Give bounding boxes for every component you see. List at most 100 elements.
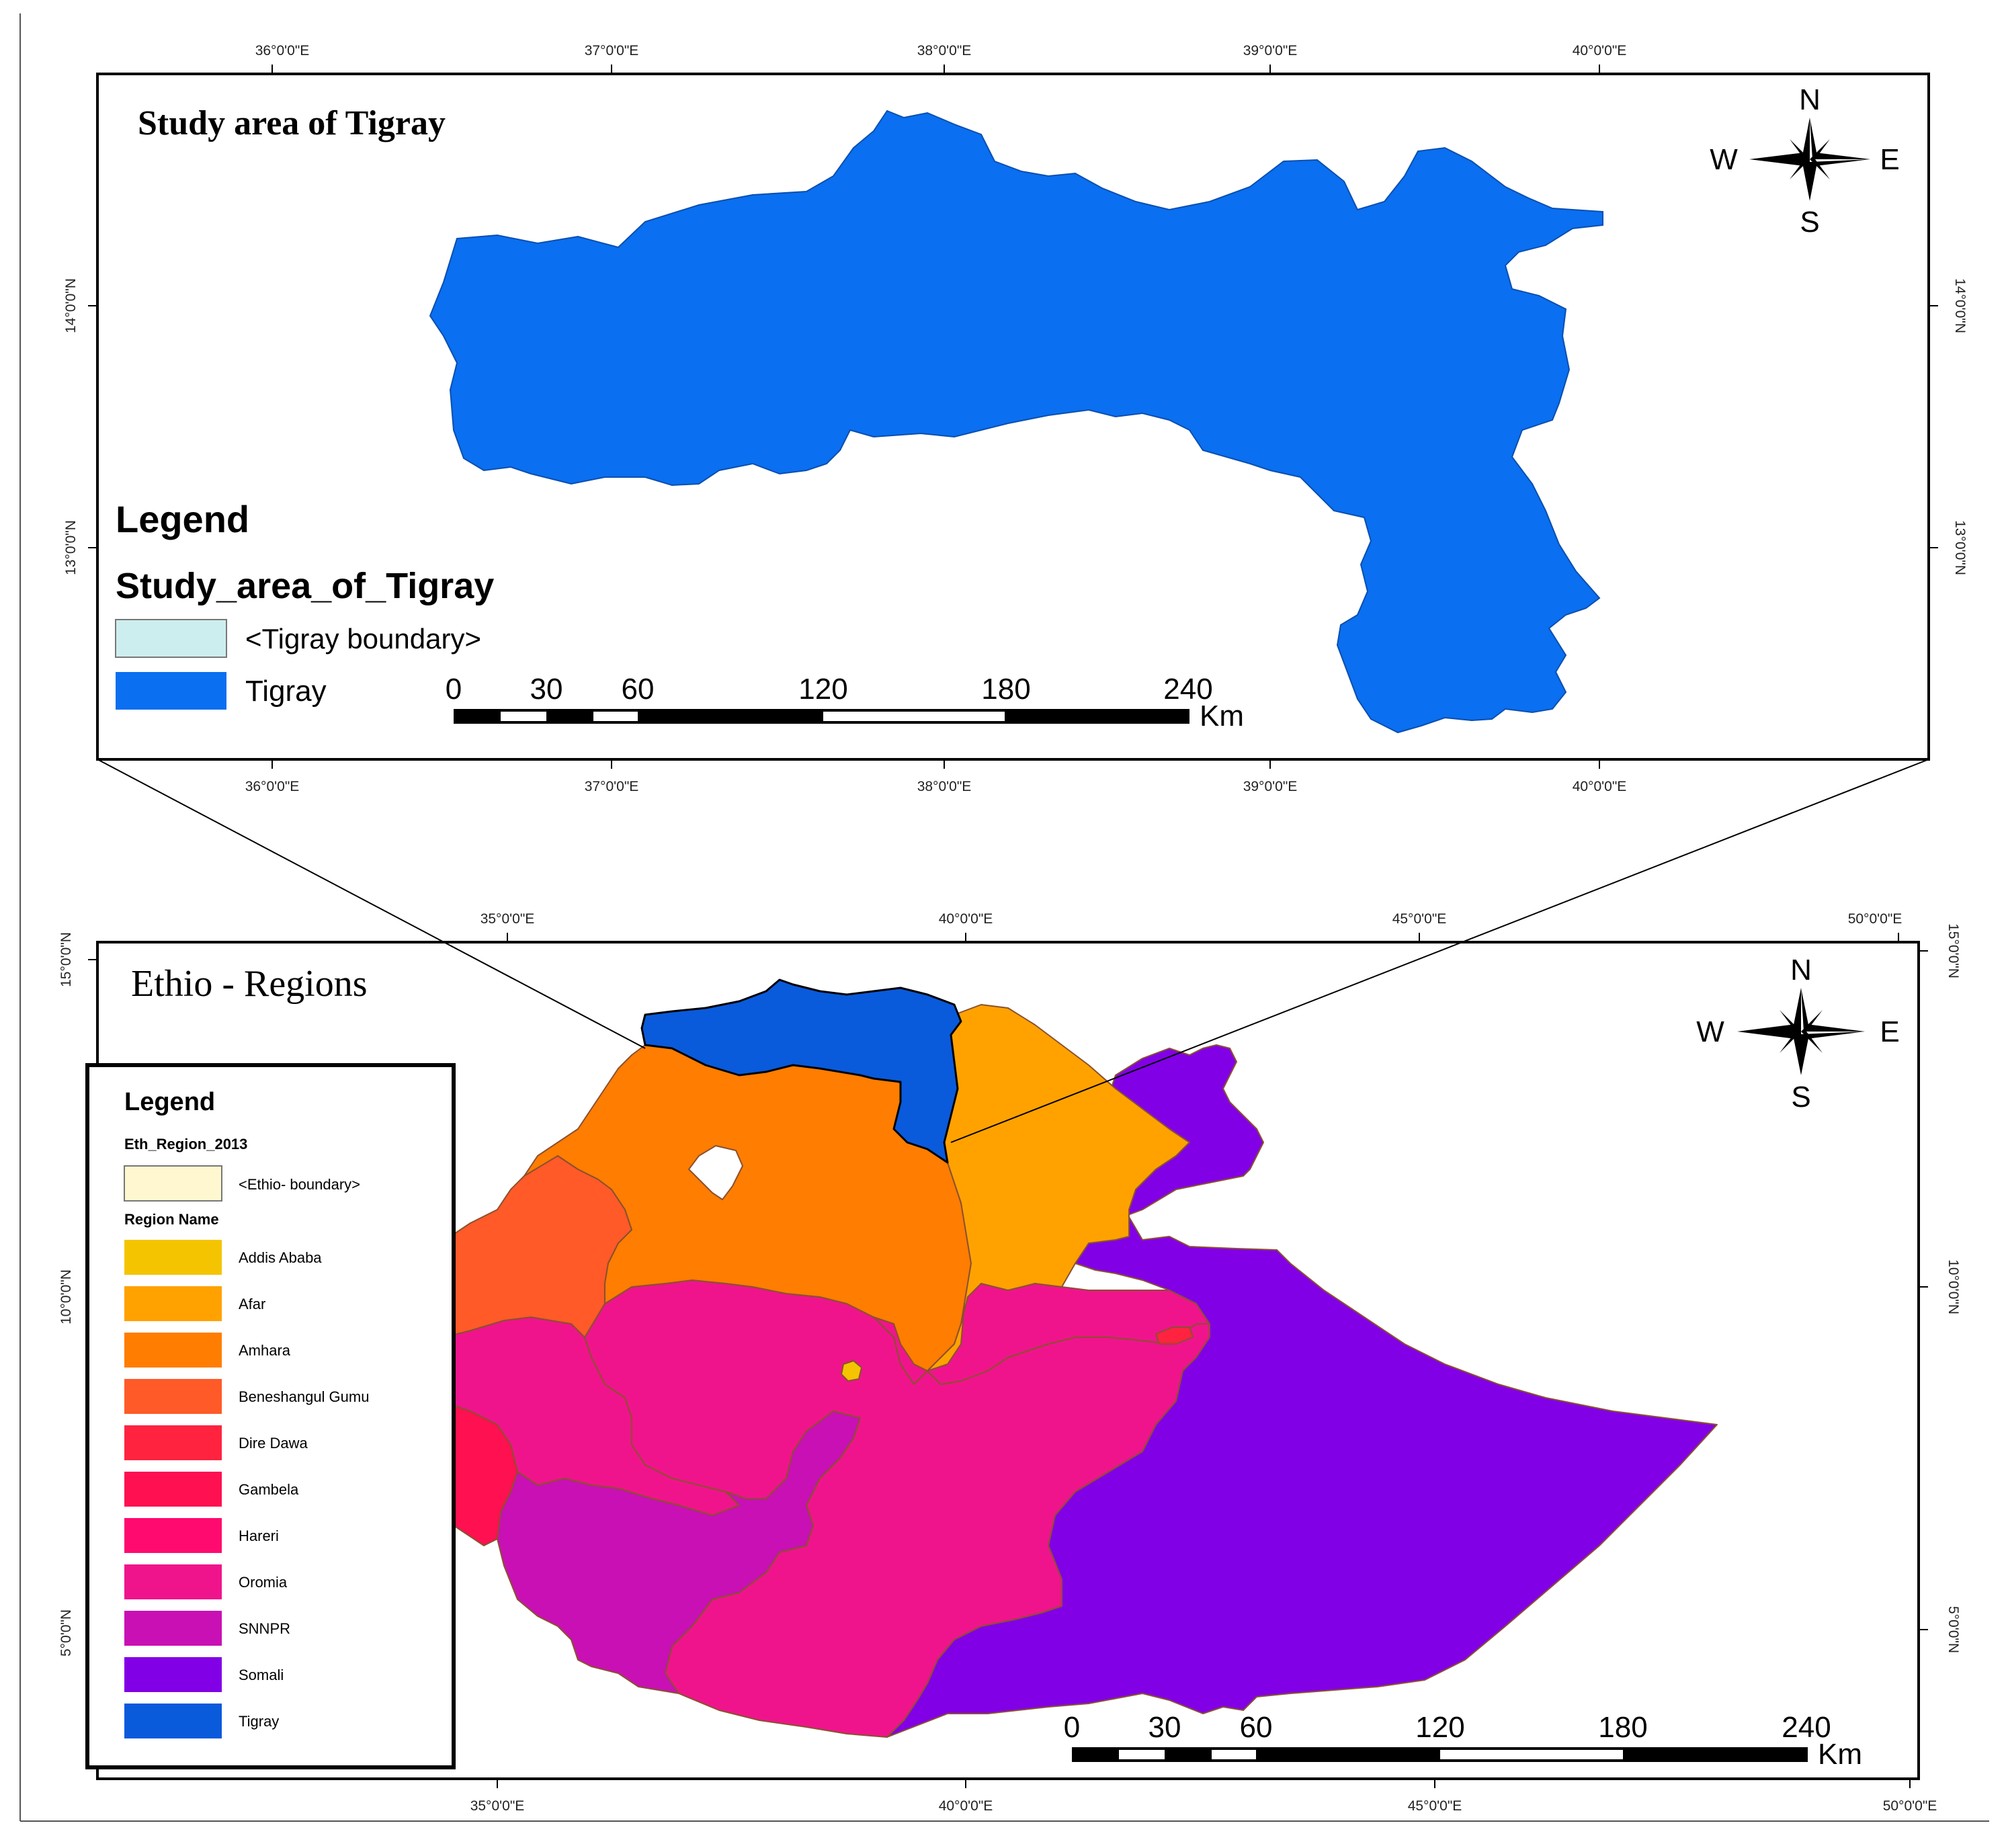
- bottom-legend-title: Legend: [124, 1088, 215, 1116]
- top-tick-top-2: 38°0'0"E: [917, 43, 972, 58]
- top-legend-label-tigray: Tigray: [245, 675, 327, 708]
- top-scale-bar: [454, 709, 1189, 724]
- top-scale-label-1: 30: [530, 673, 563, 706]
- legend-swatch-amhara: [124, 1333, 222, 1368]
- lake-tana: [688, 1145, 743, 1200]
- bottom-tick-left-0: 15°0'0"N: [58, 932, 74, 987]
- legend-label-beneshangul-gumu: Beneshangul Gumu: [239, 1388, 369, 1405]
- legend-label-tigray: Tigray: [239, 1713, 279, 1730]
- legend-swatch-somali: [124, 1657, 222, 1692]
- top-tick-left-0: 14°0'0"N: [63, 278, 79, 333]
- inset-leader-right: [950, 759, 1929, 1143]
- top-tick-top-3: 39°0'0"E: [1243, 43, 1298, 58]
- bottom-legend-label-boundary: <Ethio- boundary>: [239, 1176, 360, 1193]
- legend-swatch-gambela: [124, 1472, 222, 1507]
- bottom-tick-top-0: 35°0'0"E: [480, 911, 535, 927]
- top-scale-label-0: 0: [446, 673, 462, 706]
- bottom-tick-top-2: 45°0'0"E: [1392, 911, 1447, 927]
- bottom-legend-items: Addis Ababa Afar Amhara Beneshangul Gumu Dir…: [124, 1240, 369, 1738]
- top-tick-bottom-2: 38°0'0"E: [917, 779, 972, 794]
- top-scale-label-3: 120: [798, 673, 847, 706]
- top-tick-left-1: 13°0'0"N: [63, 520, 79, 575]
- top-compass-w: W: [1710, 143, 1738, 176]
- bottom-tick-right-1: 10°0'0"N: [1946, 1259, 1961, 1314]
- bottom-legend-swatch-boundary: [124, 1165, 222, 1202]
- legend-label-amhara: Amhara: [239, 1342, 291, 1359]
- top-legend-swatch-boundary: [115, 619, 227, 658]
- bottom-compass-s: S: [1791, 1081, 1810, 1114]
- legend-swatch-beneshangul-gumu: [124, 1379, 222, 1414]
- top-scale-label-4: 180: [981, 673, 1030, 706]
- top-scale-unit: Km: [1200, 700, 1244, 732]
- top-scale-label-5: 240: [1163, 673, 1212, 706]
- bottom-tick-top-3: 50°0'0"E: [1848, 911, 1903, 927]
- bottom-scale-bar: [1072, 1747, 1808, 1762]
- top-tick-bottom-4: 40°0'0"E: [1573, 779, 1627, 794]
- region-snnpr: [497, 1411, 861, 1694]
- bottom-scale-label-4: 180: [1598, 1711, 1647, 1744]
- bottom-tick-left-2: 5°0'0"N: [58, 1609, 74, 1656]
- top-compass-e: E: [1880, 143, 1899, 176]
- legend-swatch-tigray: [124, 1704, 222, 1738]
- bottom-scale-unit: Km: [1818, 1738, 1862, 1771]
- legend-label-addis-ababa: Addis Ababa: [239, 1249, 322, 1266]
- bottom-map-title: Ethio - Regions: [131, 963, 368, 1005]
- region-dire-dawa: [1155, 1327, 1194, 1345]
- region-tigray: [640, 978, 962, 1164]
- bottom-tick-bottom-3: 50°0'0"E: [1883, 1798, 1937, 1814]
- bottom-tick-bottom-1: 40°0'0"E: [939, 1798, 993, 1814]
- bottom-tick-left-1: 10°0'0"N: [58, 1269, 74, 1325]
- bottom-scale-label-0: 0: [1064, 1711, 1080, 1744]
- top-map-title: Study area of Tigray: [138, 104, 446, 142]
- ethiopia-regions: [315, 978, 1718, 1738]
- top-tick-right-1: 13°0'0"N: [1952, 520, 1968, 575]
- legend-label-afar: Afar: [239, 1296, 265, 1312]
- top-legend-title: Legend: [116, 498, 249, 540]
- top-scale-label-2: 60: [622, 673, 655, 706]
- legend-swatch-snnpr: [124, 1611, 222, 1646]
- bottom-scale-label-5: 240: [1782, 1711, 1831, 1744]
- legend-label-oromia: Oromia: [239, 1574, 288, 1591]
- legend-label-dire-dawa: Dire Dawa: [239, 1435, 308, 1452]
- top-compass-s: S: [1800, 206, 1819, 239]
- top-compass-icon: [1749, 118, 1870, 201]
- bottom-compass-icon: [1737, 988, 1865, 1075]
- region-afar: [927, 1004, 1190, 1372]
- bottom-legend-field: Region Name: [124, 1211, 219, 1228]
- bottom-scale-label-1: 30: [1148, 1711, 1181, 1744]
- bottom-tick-bottom-2: 45°0'0"E: [1408, 1798, 1462, 1814]
- top-tick-top-4: 40°0'0"E: [1573, 43, 1627, 58]
- tigray-region-enlarged: [429, 110, 1603, 734]
- legend-swatch-afar: [124, 1286, 222, 1321]
- top-tick-bottom-3: 39°0'0"E: [1243, 779, 1298, 794]
- top-legend-label-boundary: <Tigray boundary>: [245, 623, 481, 655]
- top-tick-right-0: 14°0'0"N: [1952, 278, 1968, 333]
- bottom-tick-bottom-0: 35°0'0"E: [470, 1798, 525, 1814]
- bottom-tick-right-0: 15°0'0"N: [1946, 923, 1961, 978]
- region-addis-ababa: [841, 1360, 862, 1382]
- bottom-compass-e: E: [1880, 1015, 1899, 1048]
- legend-swatch-oromia: [124, 1564, 222, 1599]
- top-compass-n: N: [1799, 83, 1821, 116]
- top-tick-bottom-0: 36°0'0"E: [245, 779, 300, 794]
- bottom-scale-label-3: 120: [1415, 1711, 1464, 1744]
- legend-label-gambela: Gambela: [239, 1481, 299, 1498]
- bottom-compass-w: W: [1696, 1015, 1724, 1048]
- bottom-legend-layer: Eth_Region_2013: [124, 1136, 247, 1152]
- bottom-tick-top-1: 40°0'0"E: [939, 911, 993, 927]
- legend-label-hareri: Hareri: [239, 1527, 279, 1544]
- inset-leader-left: [97, 759, 646, 1049]
- top-tick-top-0: 36°0'0"E: [255, 43, 310, 58]
- bottom-scale-label-2: 60: [1240, 1711, 1273, 1744]
- top-tick-top-1: 37°0'0"E: [585, 43, 639, 58]
- legend-label-snnpr: SNNPR: [239, 1620, 290, 1637]
- top-legend-subtitle: Study_area_of_Tigray: [116, 566, 494, 606]
- top-tick-bottom-1: 37°0'0"E: [585, 779, 639, 794]
- legend-swatch-dire-dawa: [124, 1425, 222, 1460]
- top-legend-swatch-tigray: [116, 672, 226, 710]
- bottom-compass-n: N: [1790, 954, 1812, 986]
- legend-swatch-hareri: [124, 1518, 222, 1553]
- legend-swatch-addis-ababa: [124, 1240, 222, 1275]
- legend-label-somali: Somali: [239, 1667, 284, 1683]
